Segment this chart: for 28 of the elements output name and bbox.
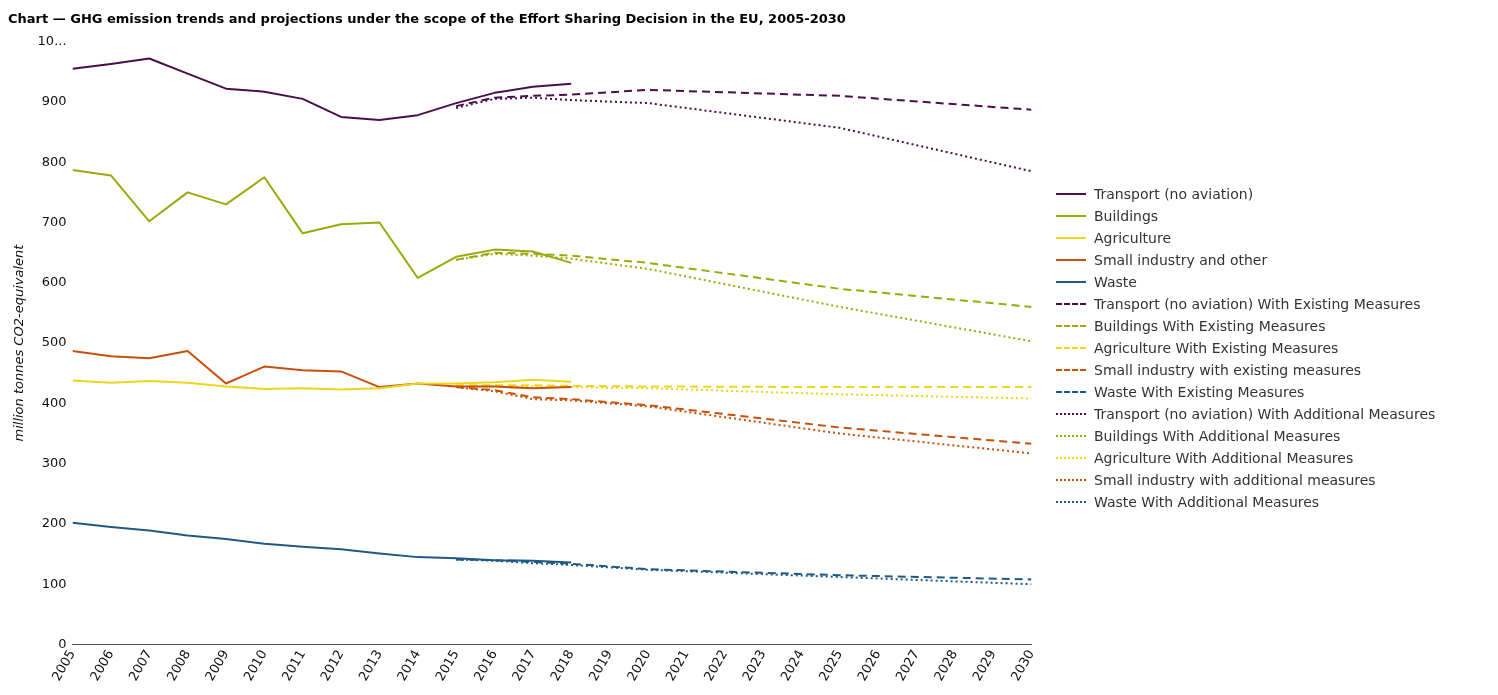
- legend-label: Buildings With Additional Measures: [1094, 427, 1341, 444]
- legend-label: Waste: [1094, 273, 1137, 290]
- legend-label: Transport (no aviation) With Additional Measures: [1094, 405, 1436, 422]
- legend-label: Small industry and other: [1094, 251, 1268, 268]
- legend-label: Buildings: [1094, 207, 1159, 224]
- legend-label: Small industry with additional measures: [1094, 471, 1376, 488]
- y-tick-label: 500: [41, 334, 67, 350]
- y-tick-label: 900: [41, 93, 67, 109]
- chart-title: Chart — GHG emission trends and projections under the scope of the Effort Sharing Decision in the EU, 2005-2030: [8, 11, 846, 27]
- y-tick-label: 0: [58, 635, 67, 651]
- legend-label: Agriculture With Additional Measures: [1094, 449, 1354, 466]
- legend-label: Small industry with existing measures: [1094, 361, 1362, 378]
- y-tick-label: 600: [41, 274, 67, 290]
- y-tick-label: 200: [41, 515, 67, 531]
- legend-label: Waste With Additional Measures: [1094, 493, 1320, 510]
- y-axis-title: million tonnes CO2-equivalent: [11, 243, 27, 442]
- y-tick-label: 400: [41, 394, 67, 410]
- legend-label: Agriculture: [1094, 229, 1171, 246]
- y-tick-label: 100: [41, 575, 67, 591]
- legend-label: Transport (no aviation): [1094, 185, 1254, 202]
- y-tick-label: 800: [41, 153, 67, 169]
- y-tick-label: 10...: [37, 32, 67, 48]
- legend-label: Transport (no aviation) With Existing Measures: [1094, 295, 1421, 312]
- y-tick-label: 300: [41, 455, 67, 471]
- y-tick-label: 700: [41, 213, 67, 229]
- legend-label: Waste With Existing Measures: [1094, 383, 1305, 400]
- legend-label: Buildings With Existing Measures: [1094, 317, 1326, 334]
- legend-label: Agriculture With Existing Measures: [1094, 339, 1339, 356]
